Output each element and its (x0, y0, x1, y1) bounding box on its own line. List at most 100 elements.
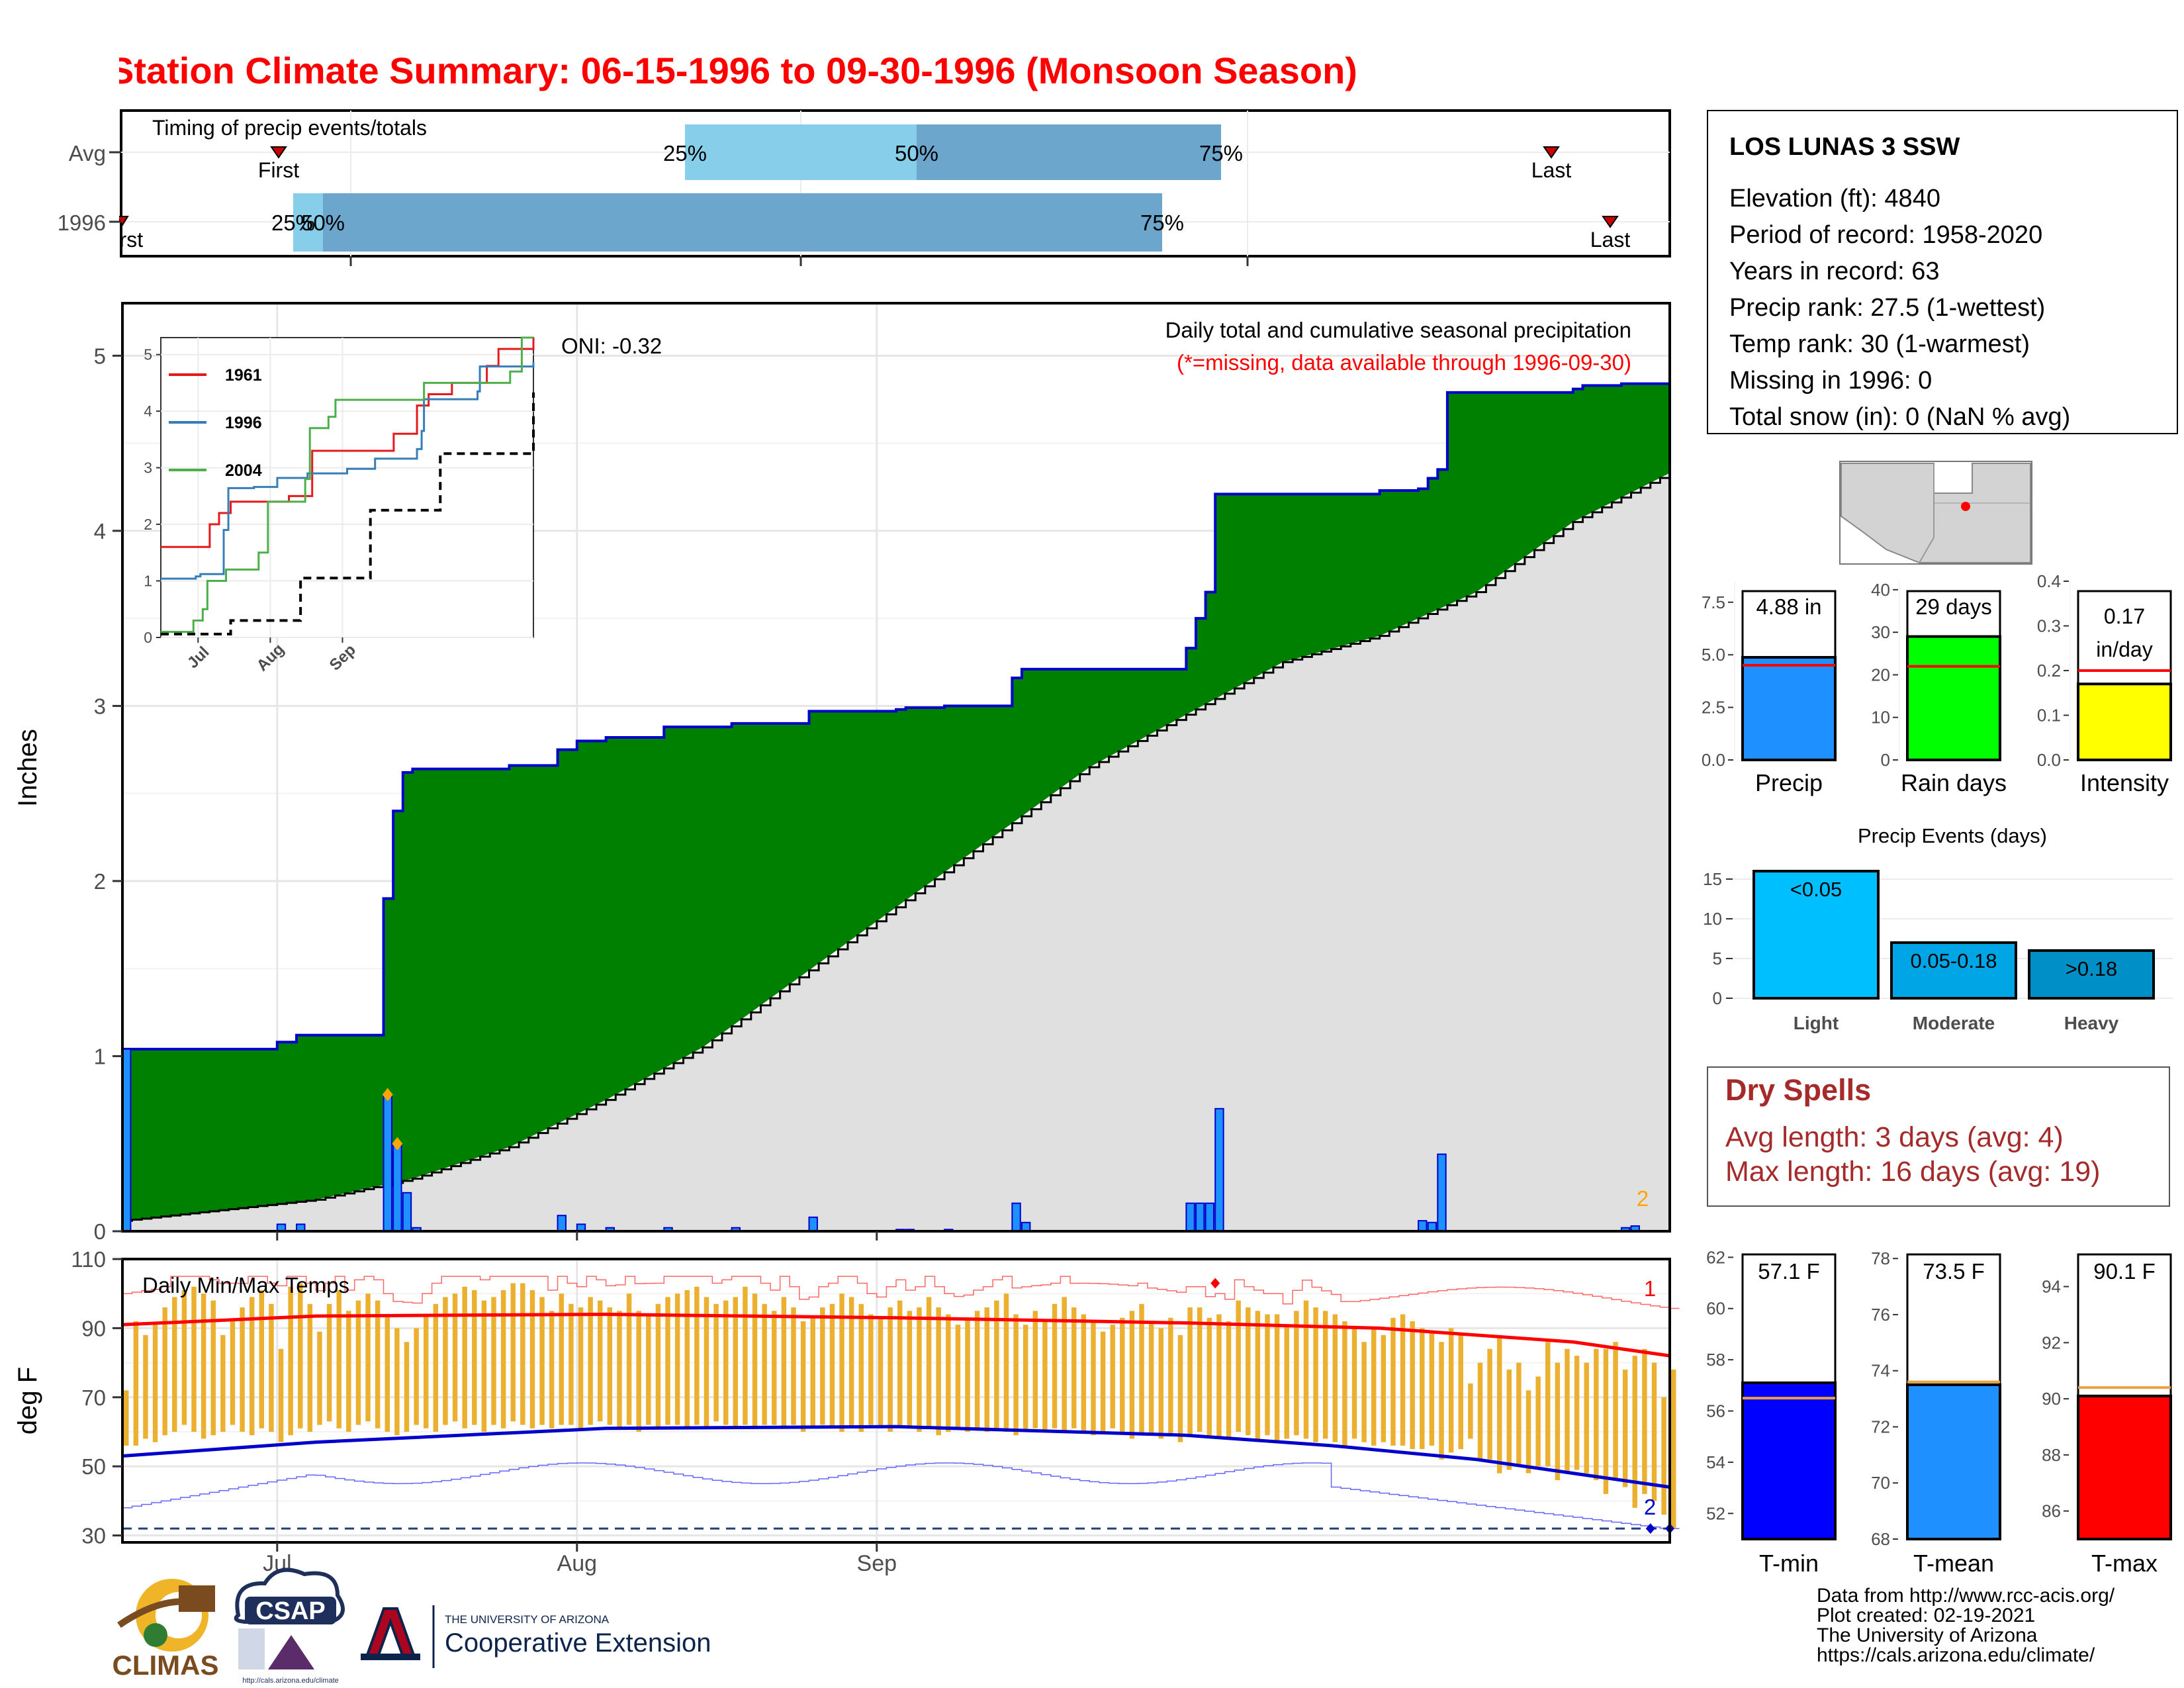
daily-temp-range-bar (269, 1303, 274, 1432)
temp-ytick-label: 50 (81, 1454, 106, 1479)
temp-ylabel: deg F (13, 1367, 42, 1434)
climas-logo: CLIMAS (113, 1579, 219, 1681)
daily-temp-range-bar (1206, 1317, 1212, 1436)
mini-bar-ytick-label: 0.0 (2037, 750, 2061, 770)
daily-temp-range-bar (713, 1303, 719, 1422)
daily-temp-range-bar (965, 1317, 970, 1432)
precip-subtitle: (*=missing, data available through 1996-… (1177, 350, 1631, 375)
daily-temp-range-bar (646, 1314, 651, 1425)
y1996-q75-label: 75% (1140, 211, 1184, 235)
precip-events-chart: Precip Events (days) 0 5 10 15 <0.05 Light 0.0… (1703, 824, 2173, 1033)
daily-temp-range-bar (733, 1297, 739, 1429)
daily-temp-range-bar (1651, 1362, 1657, 1501)
daily-temp-range-bar (974, 1311, 980, 1429)
dry-spells-box: Dry Spells Avg length: 3 days (avg: 4) M… (1707, 1066, 2170, 1207)
daily-temp-range-bar (1468, 1383, 1473, 1439)
station-info-line: Precip rank: 27.5 (1-wettest) (1729, 294, 2045, 322)
daily-temp-range-bar (1148, 1321, 1154, 1436)
station-info-line: Elevation (ft): 4840 (1729, 185, 1940, 212)
y1996-q50-q75-box (323, 193, 1162, 252)
temp-bar-ytick-label: 54 (1706, 1452, 1725, 1472)
daily-temp-range-bar (230, 1321, 236, 1425)
daily-temp-range-bar (1032, 1311, 1038, 1429)
footer-credits: Data from http://www.rcc-acis.org/ Plot … (1817, 1585, 2115, 1666)
daily-temp-range-bar (752, 1293, 758, 1429)
daily-temp-range-bar (1545, 1342, 1551, 1467)
y1996-q25-q50-box (293, 193, 323, 252)
mini-bar-ytick-label: 40 (1871, 580, 1890, 600)
daily-precip-bar (557, 1215, 567, 1233)
daily-temp-range-bar (191, 1286, 197, 1432)
daily-temp-range-bar (1100, 1331, 1106, 1432)
daily-temp-range-bar (520, 1283, 525, 1425)
daily-temp-range-bar (723, 1300, 729, 1425)
daily-temp-range-bar (588, 1297, 593, 1425)
station-info-line: Total snow (in): 0 (NaN % avg) (1729, 403, 2070, 431)
avg-first-marker (270, 146, 287, 159)
daily-temp-range-bar (1400, 1314, 1406, 1446)
daily-temp-range-bar (288, 1286, 293, 1436)
station-info-line: Missing in 1996: 0 (1729, 367, 1932, 395)
daily-temp-range-bar (878, 1317, 884, 1429)
daily-temp-range-bar (1351, 1328, 1357, 1439)
daily-temp-range-bar (1110, 1325, 1115, 1429)
daily-temp-range-bar (665, 1297, 670, 1425)
daily-temp-range-bar (1332, 1314, 1338, 1442)
inset-legend-label: 1961 (225, 366, 262, 385)
figure-title: Station Climate Summary: 06-15-1996 to 0… (109, 50, 1357, 91)
temperature-summary-bars: 52 54 56 58 60 62 57.1 F T-min 68 70 72 74 76 78 73.5 … (1706, 1247, 2172, 1577)
precip-ytick-label: 2 (94, 869, 106, 894)
daily-temp-range-bar (1246, 1307, 1251, 1436)
record-high-marker (1210, 1278, 1220, 1289)
footer-line-2: Plot created: 02-19-2021 (1817, 1605, 2035, 1626)
events-bar-label: >0.18 (2066, 957, 2117, 980)
daily-temp-range-bar (298, 1283, 303, 1429)
daily-temp-range-bar (1622, 1370, 1628, 1487)
daily-temp-range-bar (124, 1390, 129, 1446)
daily-precip-bar (1011, 1202, 1021, 1232)
mini-bar-rain-days (1906, 635, 2001, 761)
events-bar-label: 0.05-0.18 (1911, 949, 1997, 972)
daily-temp-range-bar (607, 1307, 613, 1425)
daily-temp-range-bar (887, 1307, 893, 1432)
avg-last-label: Last (1531, 158, 1572, 182)
ua-line-1: THE UNIVERSITY OF ARIZONA (445, 1613, 610, 1626)
daily-temp-range-bar (598, 1300, 603, 1422)
climatology-cumulative-area (121, 473, 1671, 1233)
mini-bar-value-unit: in/day (2096, 637, 2152, 661)
temp-bar-label: T-mean (1913, 1550, 1994, 1577)
daily-temp-range-bar (1371, 1328, 1377, 1446)
daily-temp-range-bar (1506, 1370, 1512, 1470)
daily-temp-range-bar (181, 1289, 187, 1425)
precip-ytick-label: 1 (94, 1044, 106, 1068)
daily-temp-range-bar (336, 1289, 341, 1429)
daily-precip-bar (392, 1143, 402, 1232)
temp-ytick-label: 90 (81, 1316, 106, 1340)
precip-ylabel: Inches (13, 729, 42, 807)
avg-q25-label: 25% (663, 141, 707, 165)
temp-bar-ytick-label: 58 (1706, 1350, 1725, 1370)
daily-temp-range-bar (1120, 1317, 1125, 1432)
daily-temp-range-bar (1381, 1335, 1387, 1442)
temp-max-record-count: 1 (1644, 1276, 1656, 1301)
temp-bar-t-mean (1906, 1383, 2001, 1541)
daily-temp-range-bar (172, 1297, 177, 1432)
daily-temp-range-bar (897, 1300, 903, 1429)
station-info-line: Temp rank: 30 (1-warmest) (1729, 330, 2030, 358)
daily-temp-range-bar (1322, 1311, 1328, 1439)
inset-ytick-label: 0 (144, 629, 152, 646)
temp-avg-max-line (122, 1313, 1670, 1358)
daily-temp-range-bar (626, 1293, 632, 1425)
daily-temp-range-bar (443, 1297, 448, 1425)
daily-temp-range-bar (569, 1303, 574, 1425)
daily-temp-range-bar (220, 1335, 226, 1432)
y1996-q50-label: 50% (301, 211, 345, 235)
daily-temp-range-bar (1226, 1321, 1232, 1439)
daily-temp-range-bar (1294, 1311, 1299, 1436)
daily-temp-range-bar (578, 1307, 584, 1429)
temp-bar-ytick-label: 94 (2042, 1277, 2061, 1297)
daily-precip-bar (402, 1192, 412, 1233)
dry-spells-max: Max length: 16 days (avg: 19) (1725, 1156, 2100, 1188)
